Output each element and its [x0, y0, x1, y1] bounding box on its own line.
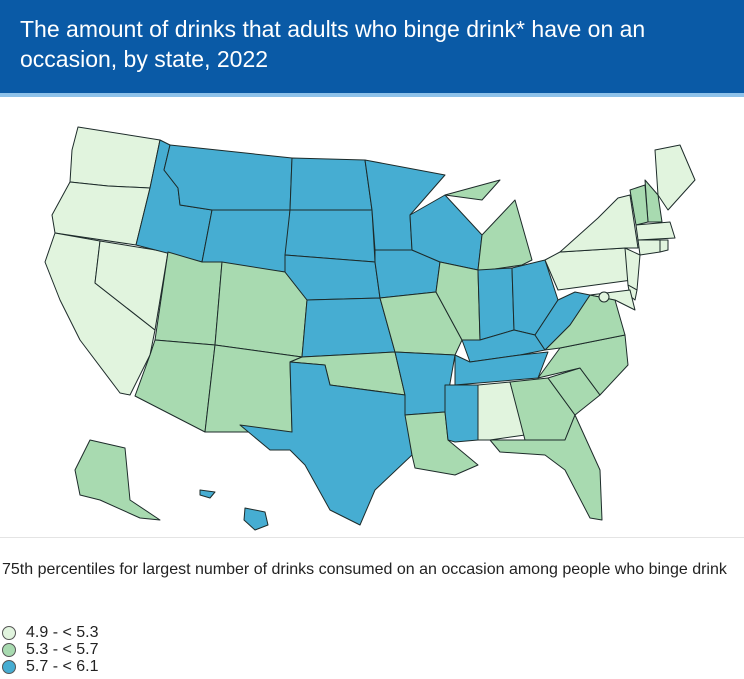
state-mo[interactable]: [379, 291, 463, 356]
state-ny[interactable]: [559, 194, 639, 253]
state-ak[interactable]: [74, 439, 161, 521]
state-wa[interactable]: [69, 126, 161, 189]
state-me[interactable]: [654, 144, 696, 211]
state-nv[interactable]: [94, 240, 169, 331]
state-ks[interactable]: [301, 297, 396, 358]
state-hi[interactable]: [199, 489, 269, 531]
state-ct[interactable]: [637, 239, 661, 256]
legend-item-high: 5.7 - < 6.1: [2, 658, 302, 675]
chart-header: The amount of drinks that adults who bin…: [0, 0, 744, 93]
legend-item-low: 4.9 - < 5.3: [2, 624, 302, 641]
legend-swatch-high: [2, 659, 16, 674]
us-state-map: [44, 126, 696, 531]
state-nj[interactable]: [624, 247, 641, 291]
state-pa[interactable]: [544, 247, 633, 291]
state-ms[interactable]: [444, 384, 479, 443]
state-mt[interactable]: [163, 144, 293, 211]
state-az[interactable]: [134, 339, 216, 433]
state-sd[interactable]: [284, 209, 376, 263]
legend-item-mid: 5.3 - < 5.7: [2, 641, 302, 658]
header-accent-rule: [0, 93, 744, 97]
state-ri[interactable]: [659, 239, 669, 253]
state-dc[interactable]: [598, 291, 610, 303]
page-title: The amount of drinks that adults who bin…: [20, 16, 646, 72]
legend-label-mid: 5.3 - < 5.7: [26, 640, 99, 658]
state-in[interactable]: [477, 267, 515, 341]
state-tx[interactable]: [239, 361, 413, 526]
map-subtitle: 75th percentiles for largest number of d…: [2, 561, 727, 578]
state-vt[interactable]: [629, 184, 649, 226]
legend-label-low: 4.9 - < 5.3: [26, 623, 99, 641]
legend-label-high: 5.7 - < 6.1: [26, 657, 99, 675]
state-nd[interactable]: [289, 157, 373, 211]
legend: 4.9 - < 5.3 5.3 - < 5.7 5.7 - < 6.1: [2, 624, 302, 675]
map-divider: [0, 537, 744, 538]
state-fl[interactable]: [489, 414, 603, 521]
legend-swatch-low: [2, 625, 16, 640]
state-ma[interactable]: [635, 221, 676, 241]
legend-swatch-mid: [2, 642, 16, 657]
state-nm[interactable]: [204, 344, 303, 433]
